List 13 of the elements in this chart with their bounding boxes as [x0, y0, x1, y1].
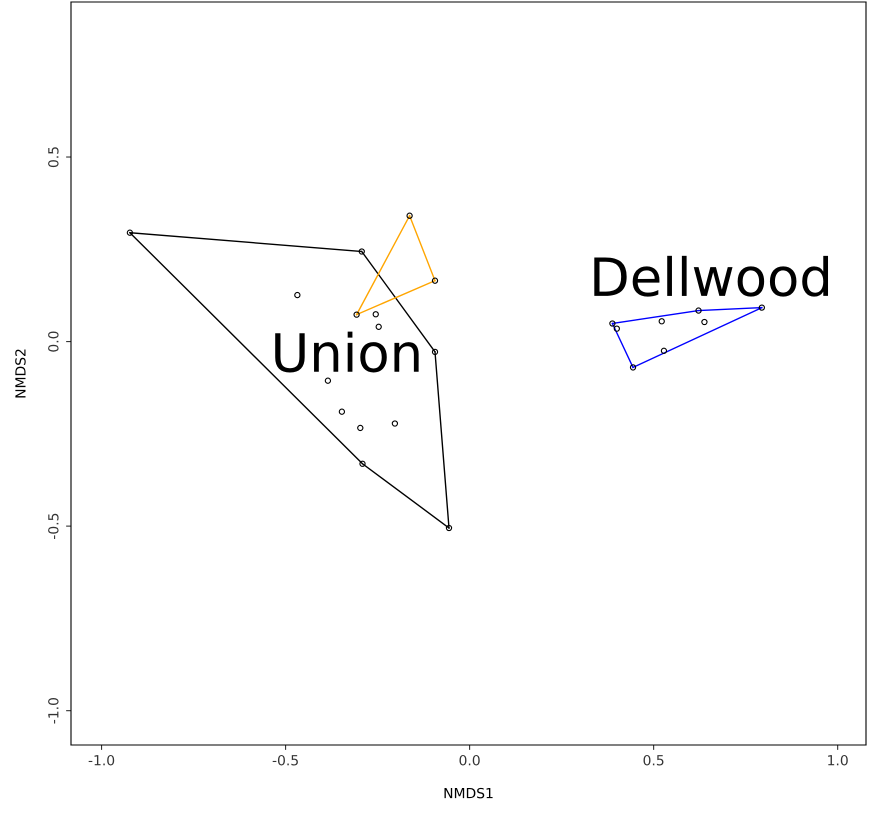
y-tick-label: -0.5: [48, 514, 59, 539]
annotation: Dellwood: [594, 256, 828, 297]
y-tick-label: 0.5: [48, 147, 59, 168]
y-axis-title: NMDS2: [15, 350, 26, 398]
x-tick-label: -0.5: [272, 754, 298, 766]
x-tick-label: 0.0: [459, 754, 480, 766]
x-tick-label: -1.0: [88, 754, 114, 766]
x-tick-label: 0.5: [644, 754, 664, 766]
y-tick-label: -1.0: [48, 698, 59, 724]
y-tick-label: 0.0: [48, 331, 59, 352]
annotation: Union: [275, 332, 419, 372]
x-tick-label: 1.0: [828, 754, 848, 766]
x-axis-title: NMDS1: [444, 788, 493, 798]
